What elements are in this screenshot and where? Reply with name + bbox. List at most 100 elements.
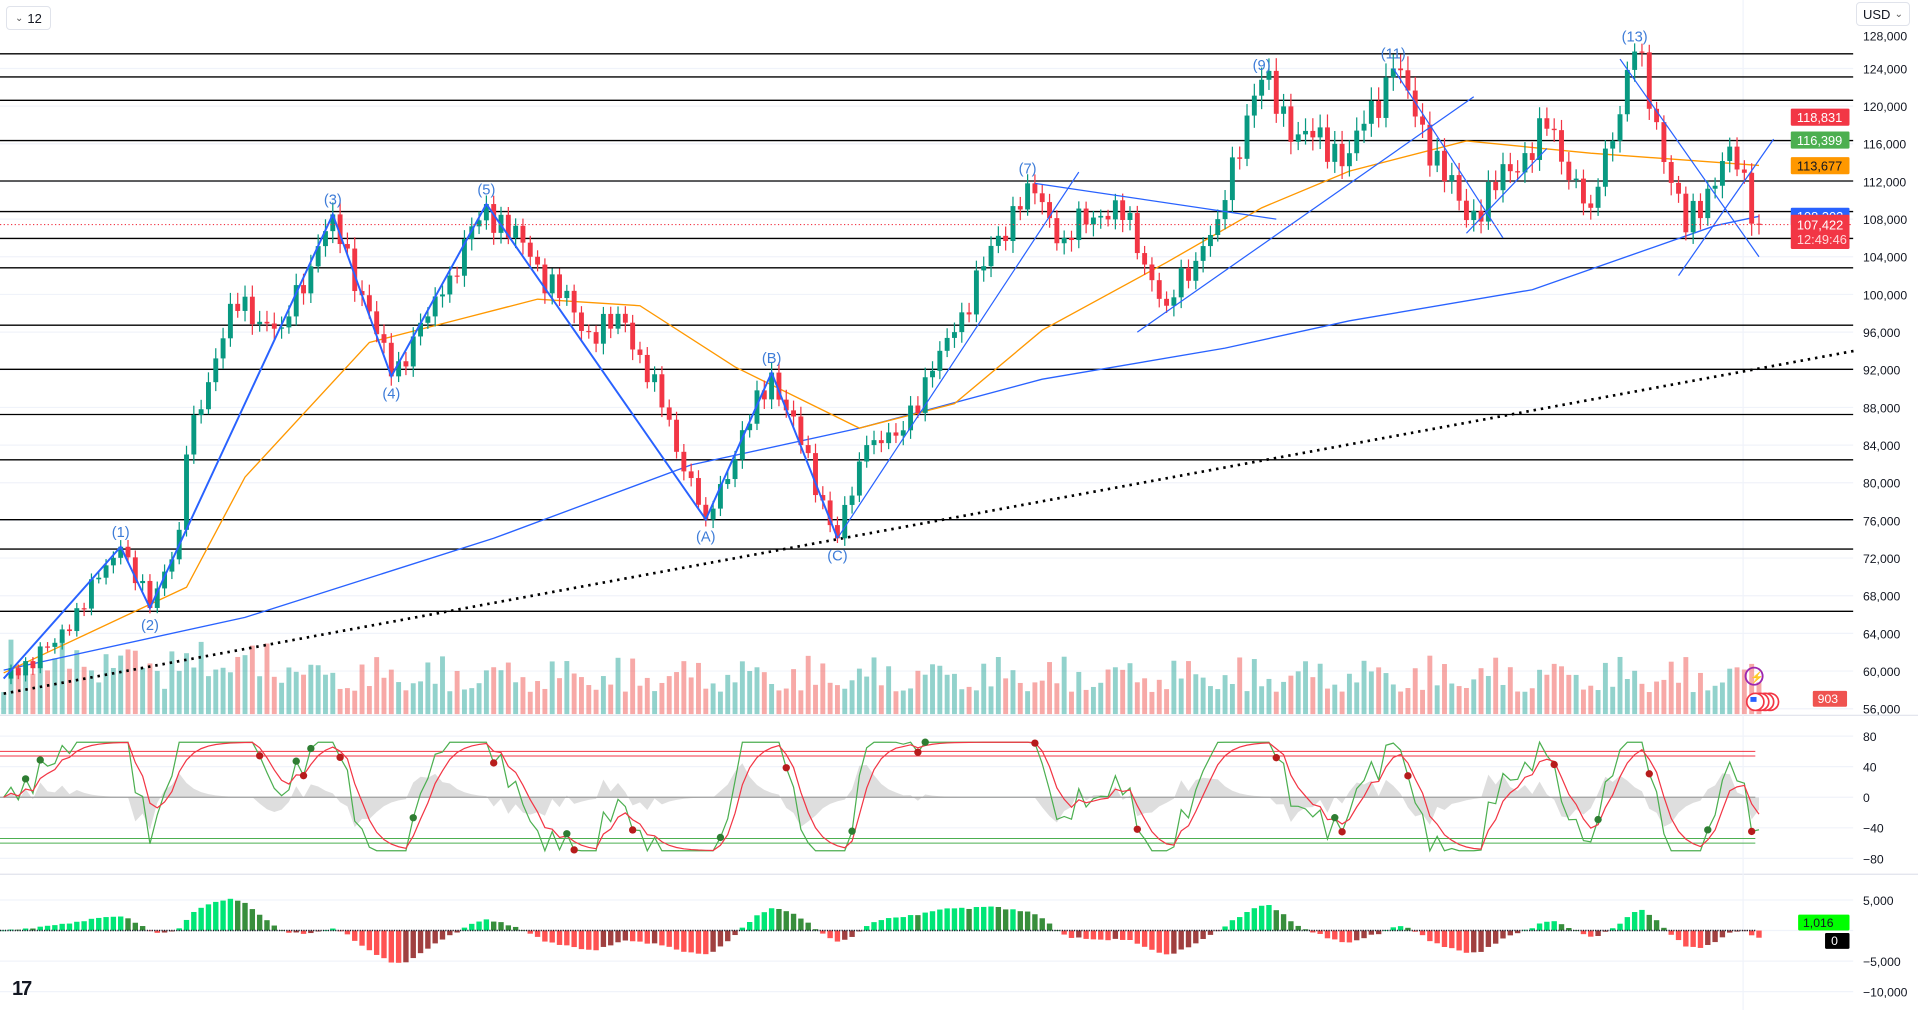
histogram-bar (235, 900, 241, 931)
histogram-bar (176, 928, 182, 931)
volume-bar (608, 684, 614, 715)
volume-bar (900, 690, 906, 715)
volume-bar (1193, 674, 1199, 715)
histogram-bar (205, 904, 212, 931)
candle-body (344, 244, 350, 249)
cross-signal-dot (336, 753, 344, 762)
histogram-bar (937, 909, 943, 931)
candle-body (293, 285, 299, 317)
candle-body (1507, 164, 1513, 172)
histogram-bar (352, 930, 358, 941)
histogram-bar (849, 930, 855, 937)
wave-label: (13) (1622, 30, 1648, 46)
tradingview-logo: 17 (12, 978, 32, 1000)
volume-bar (308, 664, 314, 715)
volume-bar (1244, 691, 1250, 715)
volume-bar (1076, 671, 1082, 715)
cross-signal-dot (1272, 754, 1280, 762)
volume-bar (1449, 683, 1455, 715)
candle-body (220, 338, 226, 359)
volume-bar (1105, 669, 1111, 715)
histogram-bar (1324, 930, 1331, 939)
volume-bar (1083, 689, 1089, 715)
volume-bar (257, 676, 263, 715)
volume-bar (995, 657, 1001, 715)
candle-body (491, 204, 497, 233)
price-badge (1790, 157, 1850, 175)
candle-body (1039, 193, 1045, 203)
histogram-bar (1610, 928, 1616, 931)
volume-bar (820, 663, 826, 715)
volume-bar (337, 688, 343, 715)
volume-bar (1405, 688, 1411, 715)
volume-bar (344, 688, 350, 715)
candle-body (988, 245, 994, 267)
candle-body (440, 294, 445, 297)
candle-body (1537, 118, 1543, 160)
histogram-bar (191, 911, 197, 931)
volume-bar (864, 676, 870, 715)
volume-bar (1566, 674, 1572, 715)
histogram-bar (1222, 926, 1228, 931)
histogram-bar (183, 919, 190, 931)
candle-body (593, 332, 599, 344)
volume-bar (1661, 679, 1667, 715)
histogram-bar (359, 930, 365, 946)
candle-body (908, 405, 914, 431)
oscillator-axis-label: 0 (1863, 791, 1870, 805)
candle-body (1325, 127, 1330, 162)
histogram-bar (1558, 924, 1565, 931)
histogram-bar (381, 930, 387, 959)
candle-body (1734, 146, 1740, 170)
histogram-bar (161, 930, 168, 933)
histogram-bar (608, 930, 614, 946)
candle-body (1288, 106, 1294, 142)
candle-body (608, 313, 614, 329)
candle-body (1741, 169, 1747, 173)
candle-body (1237, 157, 1243, 159)
volume-bar (769, 684, 775, 715)
volume-bar (1215, 689, 1221, 715)
candle-body (396, 361, 402, 377)
candle-body (1698, 200, 1703, 219)
candle-body (783, 399, 789, 411)
candle-body (147, 580, 153, 608)
volume-bar (169, 651, 175, 715)
volume-bar (461, 689, 467, 715)
histogram-bar (885, 918, 892, 931)
histogram-bar (710, 930, 716, 952)
candle-body (286, 316, 292, 328)
volume-bar (67, 668, 72, 715)
candle-body (915, 405, 921, 413)
currency-selector[interactable]: USD ⌄ (1856, 2, 1910, 26)
histogram-bar (681, 930, 687, 952)
histogram-bar (1288, 921, 1294, 931)
volume-bar (81, 666, 87, 715)
histogram-bar (1068, 930, 1075, 938)
candle-body (1522, 153, 1528, 173)
histogram-bar (52, 925, 58, 931)
histogram-bar (1200, 930, 1206, 939)
candle-body (1061, 237, 1067, 244)
candle-body (1076, 208, 1082, 241)
candle-body (469, 226, 475, 240)
volume-bar (1478, 668, 1484, 715)
candle-body (418, 322, 424, 337)
volume-bar (132, 650, 138, 715)
candle-body (1193, 260, 1199, 281)
histogram-bar (330, 928, 336, 931)
volume-bar (571, 673, 577, 715)
histogram-bar (469, 923, 475, 931)
candle-body (1383, 77, 1389, 118)
candle-body (45, 646, 50, 648)
volume-bar (1142, 678, 1148, 715)
candle-body (630, 322, 636, 350)
interval-selector[interactable]: ⌄ 12 (6, 6, 51, 30)
event-icons[interactable]: ⚡ (1744, 666, 1780, 712)
histogram-bar (1441, 930, 1448, 947)
histogram-axis-label: −10,000 (1863, 986, 1908, 1000)
candle-body (1712, 185, 1718, 189)
volume-bar (549, 661, 555, 715)
volume-bar (1654, 681, 1660, 715)
